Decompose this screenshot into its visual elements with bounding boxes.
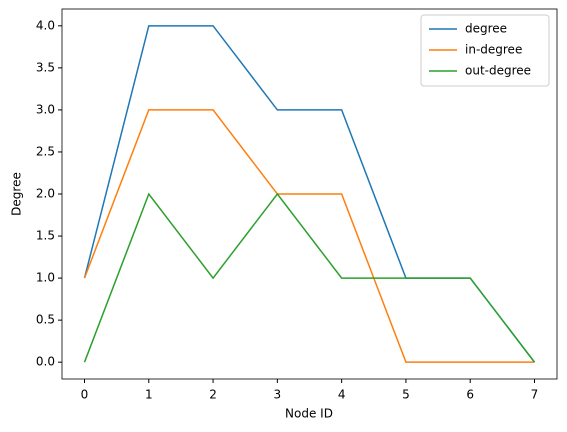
y-tick-label: 3.0 (36, 102, 55, 116)
y-axis-label: Degree (10, 172, 24, 216)
x-tick-label: 1 (145, 388, 153, 402)
legend-label: degree (465, 22, 507, 36)
y-tick-label: 2.5 (36, 144, 55, 158)
y-tick-label: 0.5 (36, 313, 55, 327)
y-tick-label: 2.0 (36, 187, 55, 201)
x-tick-label: 7 (531, 388, 539, 402)
x-tick-label: 3 (274, 388, 282, 402)
line (83, 109, 535, 363)
x-tick-label: 0 (81, 388, 89, 402)
x-tick-label: 4 (338, 388, 346, 402)
x-tick-label: 5 (402, 388, 410, 402)
y-tick-label: 4.0 (36, 18, 55, 32)
y-tick-label: 1.0 (36, 271, 55, 285)
line (83, 192, 536, 363)
y-tick-label: 1.5 (36, 229, 55, 243)
x-axis-label: Node ID (285, 407, 333, 421)
legend-box (420, 14, 550, 87)
x-tick-label: 2 (209, 388, 217, 402)
legend-label: out-degree (465, 64, 531, 78)
x-tick-label: 6 (466, 388, 474, 402)
legend-label: in-degree (465, 43, 522, 57)
y-tick-label: 3.5 (36, 60, 55, 74)
y-tick-label: 0.0 (36, 355, 55, 369)
plot-frame (61, 8, 558, 380)
